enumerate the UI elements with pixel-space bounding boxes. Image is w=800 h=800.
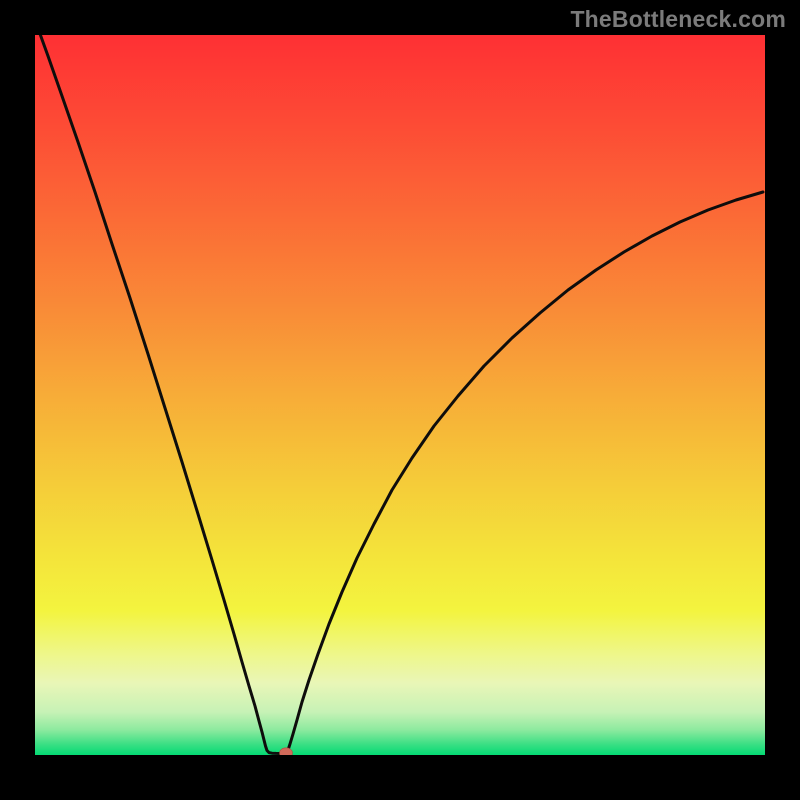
- chart-svg: [35, 35, 765, 755]
- watermark-text: TheBottleneck.com: [570, 6, 786, 33]
- chart-background: [35, 35, 765, 755]
- chart-plot-area: [35, 35, 765, 755]
